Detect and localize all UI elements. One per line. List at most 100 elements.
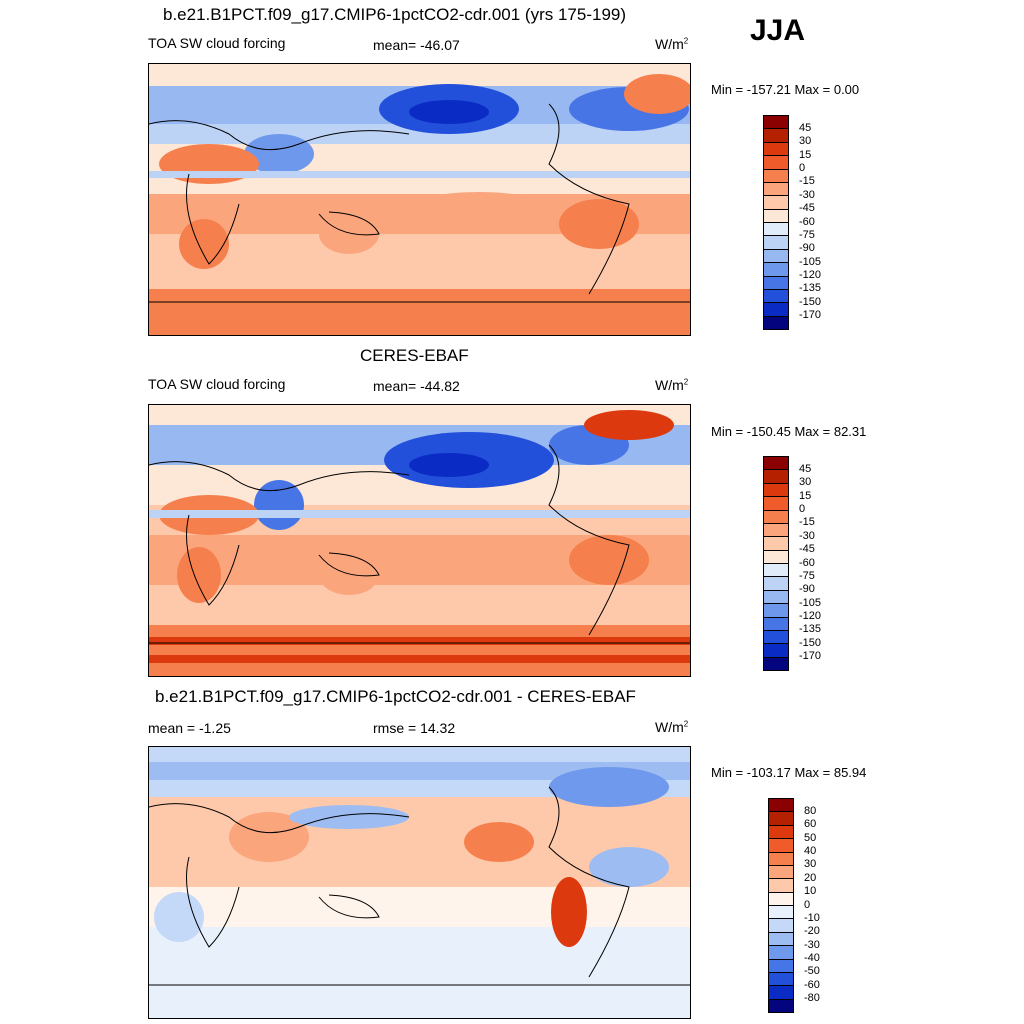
colorbar-tick-label: -15 — [799, 175, 815, 188]
colorbar-tick-label: -45 — [799, 543, 815, 556]
colorbar-swatch — [763, 643, 789, 658]
colorbar-swatch — [763, 576, 789, 591]
colorbar-tick-label: 20 — [804, 871, 817, 884]
colorbar-swatch — [768, 798, 794, 813]
panel-2-mean-label: mean= -44.82 — [373, 378, 460, 394]
panel-2-colorbar: 45 30 15 0 -15 -30 -45 -60 -75 -90 -105 -120 -135 -15… — [763, 456, 833, 671]
colorbar-swatch — [763, 629, 789, 645]
colorbar-swatch — [768, 918, 794, 933]
colorbar-swatch — [768, 945, 794, 960]
panel-1-mean-label: mean= -46.07 — [373, 37, 460, 53]
colorbar-swatch — [763, 469, 789, 484]
panel-1-map — [148, 63, 691, 336]
colorbar-tick-label: -30 — [799, 529, 815, 542]
colorbar-tick-label: 30 — [799, 476, 812, 489]
colorbar-tick-label: -30 — [799, 188, 815, 201]
colorbar-tick-label: -105 — [799, 596, 822, 609]
colorbar-swatch — [768, 931, 794, 947]
colorbar-tick-label: 60 — [804, 818, 817, 831]
colorbar-swatch — [768, 878, 794, 893]
colorbar-tick-label: -75 — [799, 569, 815, 582]
panel-2-minmax: Min = -150.45 Max = 82.31 — [711, 424, 867, 439]
colorbar-tick-label: 15 — [799, 489, 812, 502]
colorbar-swatch — [763, 315, 789, 330]
colorbar-tick-label: -80 — [804, 992, 820, 1005]
colorbar-swatch — [763, 288, 789, 304]
colorbar-swatch — [768, 971, 794, 987]
panel-1-minmax: Min = -157.21 Max = 0.00 — [711, 82, 860, 97]
colorbar-swatch — [768, 838, 794, 853]
colorbar-tick-label: -60 — [804, 978, 820, 991]
colorbar-swatch — [768, 811, 794, 826]
colorbar-tick-label: -150 — [799, 295, 822, 308]
colorbar-swatch — [763, 275, 789, 290]
colorbar-swatch — [763, 616, 789, 631]
panel-3-title: b.e21.B1PCT.f09_g17.CMIP6-1pctCO2-cdr.00… — [155, 687, 636, 706]
colorbar-swatch — [768, 905, 794, 920]
colorbar-swatch — [763, 168, 789, 183]
colorbar-swatch — [763, 262, 789, 277]
colorbar-swatch — [763, 456, 789, 471]
colorbar-swatch — [763, 248, 789, 264]
colorbar-tick-label: 30 — [799, 135, 812, 148]
colorbar-tick-label: -60 — [799, 556, 815, 569]
colorbar-tick-label: 45 — [799, 462, 812, 475]
colorbar-swatch — [763, 195, 789, 210]
panel-1-units: W/m2 — [655, 36, 689, 52]
panel-3-minmax: Min = -103.17 Max = 85.94 — [711, 765, 867, 780]
colorbar-tick-label: 50 — [804, 831, 817, 844]
colorbar-swatch — [763, 222, 789, 237]
colorbar-swatch — [763, 181, 789, 197]
colorbar-tick-label: 40 — [804, 845, 817, 857]
colorbar-tick-label: -90 — [799, 242, 815, 255]
colorbar-tick-label: -105 — [799, 255, 822, 268]
colorbar-tick-label: -135 — [799, 282, 822, 295]
panel-3-map — [148, 746, 691, 1019]
colorbar-swatch — [768, 824, 794, 840]
colorbar-tick-label: -40 — [804, 952, 820, 964]
colorbar-tick-label: -170 — [799, 309, 822, 322]
panel-2-title: CERES-EBAF — [360, 346, 469, 365]
colorbar-swatch — [768, 998, 794, 1013]
colorbar-tick-label: -20 — [804, 925, 820, 938]
colorbar-swatch — [768, 985, 794, 1000]
colorbar-swatch — [768, 851, 794, 866]
colorbar-tick-label: -120 — [799, 610, 822, 622]
colorbar-tick-label: -90 — [799, 583, 815, 596]
colorbar-swatch — [763, 563, 789, 578]
season-label: JJA — [750, 14, 806, 47]
colorbar-tick-label: -75 — [799, 228, 815, 241]
colorbar-swatch — [763, 208, 789, 223]
colorbar-swatch — [763, 496, 789, 511]
colorbar-swatch — [763, 656, 789, 671]
panel-1-field-label: TOA SW cloud forcing — [148, 35, 286, 51]
colorbar-tick-label: 0 — [799, 162, 806, 174]
colorbar-swatch — [763, 302, 789, 317]
colorbar-tick-label: 45 — [799, 121, 812, 134]
colorbar-tick-label: -135 — [799, 623, 822, 636]
colorbar-tick-label: -120 — [799, 269, 822, 281]
colorbar-tick-label: -50 — [804, 965, 820, 978]
colorbar-swatch — [768, 891, 794, 906]
panel-3-colorbar: 80 60 50 40 30 20 10 0 -10 -20 -30 -40 -50 -60 -80 — [768, 798, 838, 1013]
colorbar-swatch — [763, 509, 789, 524]
colorbar-swatch — [763, 603, 789, 618]
panel-2-units: W/m2 — [655, 377, 689, 393]
panel-3-mean-label: mean = -1.25 — [148, 720, 231, 736]
colorbar-tick-label: -30 — [804, 938, 820, 951]
colorbar-swatch — [763, 115, 789, 130]
colorbar-swatch — [763, 589, 789, 605]
colorbar-swatch — [763, 536, 789, 551]
colorbar-tick-label: 15 — [799, 148, 812, 161]
colorbar-tick-label: 0 — [799, 503, 806, 515]
colorbar-swatch — [763, 235, 789, 250]
colorbar-tick-label: 80 — [804, 804, 817, 817]
colorbar-swatch — [763, 141, 789, 157]
panel-1-title: b.e21.B1PCT.f09_g17.CMIP6-1pctCO2-cdr.00… — [163, 5, 627, 24]
colorbar-tick-label: 10 — [804, 885, 817, 898]
panel-3-rmse-label: rmse = 14.32 — [373, 720, 456, 736]
colorbar-tick-label: -170 — [799, 650, 822, 663]
panel-2-field-label: TOA SW cloud forcing — [148, 376, 286, 392]
panel-1-colorbar: 45 30 15 0 -15 -30 -45 -60 -75 -90 -105 -120 -135 -15… — [763, 115, 833, 330]
panel-3-units: W/m2 — [655, 719, 689, 735]
